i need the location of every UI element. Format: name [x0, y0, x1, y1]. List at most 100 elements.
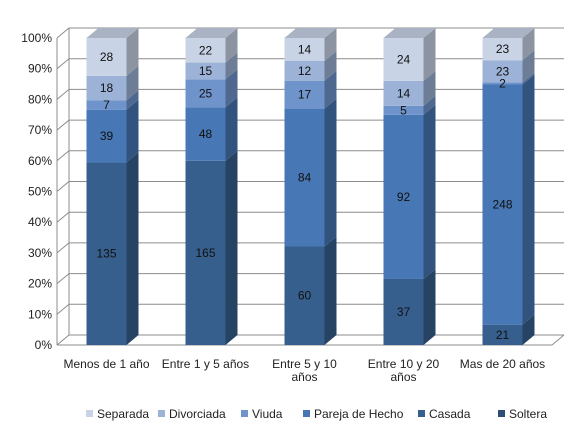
bar-segment-casada-side [423, 268, 436, 345]
y-tick-label: 100% [21, 31, 52, 45]
bar-segment-separada-side [324, 28, 337, 61]
bar-segment-separada [185, 38, 226, 63]
bars [86, 28, 535, 345]
y-tick-label: 50% [28, 185, 52, 199]
bar-segment-divorciada-side [423, 70, 436, 106]
bar-segment-divorciada-side [225, 52, 238, 80]
bar-segment-pareja-de-hecho [86, 109, 127, 163]
bar-top-cap [185, 28, 238, 38]
data-label: 28 [100, 50, 114, 64]
data-label: 248 [492, 198, 512, 212]
data-label: 15 [199, 64, 213, 78]
bar-segment-separada-side [126, 28, 139, 76]
bar-segment-viuda [284, 80, 325, 109]
legend-swatch [303, 410, 310, 417]
bar-segment-viuda-side [324, 70, 337, 109]
x-category-label: Entre 5 y 10 años [272, 357, 337, 384]
y-tick-label: 40% [28, 215, 52, 229]
bar-segment-viuda [482, 82, 523, 85]
bar-segment-divorciada-side [324, 50, 337, 81]
data-label: 18 [100, 81, 114, 95]
data-label: 92 [397, 190, 411, 204]
data-label: 84 [298, 171, 312, 185]
bar-segment-pareja-de-hecho [185, 107, 226, 161]
bar-segment-casada [383, 278, 424, 345]
bar-segment-divorciada [185, 62, 226, 80]
bar-stack [482, 28, 535, 345]
x-category-label: Entre 10 y 20 años [368, 357, 440, 384]
data-label: 23 [496, 42, 510, 56]
bar-segment-casada [185, 160, 226, 345]
bar-segment-separada [284, 38, 325, 61]
bar-segment-pareja-de-hecho-side [126, 99, 139, 163]
bar-segment-viuda [86, 100, 127, 110]
legend-swatch [86, 410, 93, 417]
data-label: 2 [499, 77, 506, 91]
x-category-label: Menos de 1 año [63, 357, 149, 371]
bar-segment-pareja-de-hecho [482, 84, 523, 325]
x-category-label-line: Menos de 1 año [63, 357, 149, 371]
data-label: 25 [199, 86, 213, 100]
bar-segment-casada-side [324, 236, 337, 345]
bar-top-cap [86, 28, 139, 38]
data-label: 37 [397, 305, 411, 319]
bar-segment-pareja-de-hecho-side [225, 97, 238, 161]
bar-segment-pareja-de-hecho-side [423, 104, 436, 279]
y-tick-label: 80% [28, 92, 52, 106]
legend-label: Casada [429, 407, 471, 421]
y-tick-label: 70% [28, 123, 52, 137]
bar-segment-divorciada [284, 60, 325, 81]
bar-segment-divorciada [383, 80, 424, 106]
data-label: 7 [103, 98, 110, 112]
bar-segment-pareja-de-hecho-side [522, 74, 535, 325]
data-label: 60 [298, 289, 312, 303]
data-label: 135 [96, 247, 116, 261]
data-label: 5 [400, 103, 407, 117]
legend: Separada Divorciada Viuda Pareja de Hecho Ca… [86, 407, 547, 421]
bar-stack [185, 28, 238, 345]
bar-segment-divorciada-side [522, 50, 535, 83]
bar-segment-divorciada [482, 60, 523, 83]
bar-segment-separada [86, 38, 127, 76]
data-label: 12 [298, 64, 312, 78]
bar-segment-separada-side [225, 28, 238, 63]
data-label: 14 [397, 86, 411, 100]
bar-segment-divorciada-side [126, 65, 139, 101]
y-tick-label: 0% [35, 338, 53, 352]
data-labels: 135 39 7 18 28 165 48 25 15 22 60 84 17 12 14 37 92 5 14 24… [96, 42, 512, 342]
bar-top-cap [482, 28, 535, 38]
bar-segment-viuda-side [126, 90, 139, 110]
bar-segment-separada-side [423, 28, 436, 81]
bar-segment-pareja-de-hecho-side [324, 98, 337, 247]
legend-swatch [498, 410, 505, 417]
y-tick-label: 90% [28, 62, 52, 76]
data-label: 22 [199, 43, 213, 57]
bar-segment-viuda [383, 105, 424, 115]
x-category-label: Mas de 20 años [460, 357, 545, 371]
bar-segment-casada-side [225, 150, 238, 345]
data-label: 23 [496, 64, 510, 78]
y-tick-label: 60% [28, 154, 52, 168]
bar-segment-casada [482, 324, 523, 345]
x-axis-categories: Menos de 1 año Entre 1 y 5 años Entre 5 y … [63, 357, 545, 384]
y-tick-label: 10% [28, 307, 52, 321]
legend-label: Pareja de Hecho [314, 407, 404, 421]
legend-label: Viuda [252, 407, 283, 421]
data-label: 24 [397, 52, 411, 66]
bar-stack [284, 28, 337, 345]
legend-label: Soltera [509, 407, 547, 421]
bar-segment-casada-side [126, 152, 139, 345]
data-label: 21 [496, 328, 510, 342]
bar-segment-separada-side [522, 28, 535, 61]
data-label: 48 [199, 127, 213, 141]
bar-segment-viuda-side [522, 72, 535, 85]
bar-segment-viuda-side [423, 95, 436, 115]
x-category-label-line: años [390, 370, 416, 384]
legend-swatch [158, 410, 165, 417]
bar-segment-casada [86, 162, 127, 345]
bar-segment-separada [383, 38, 424, 81]
floor-edge-right [551, 334, 565, 346]
y-tick-label: 30% [28, 246, 52, 260]
bar-segment-separada [482, 38, 523, 61]
